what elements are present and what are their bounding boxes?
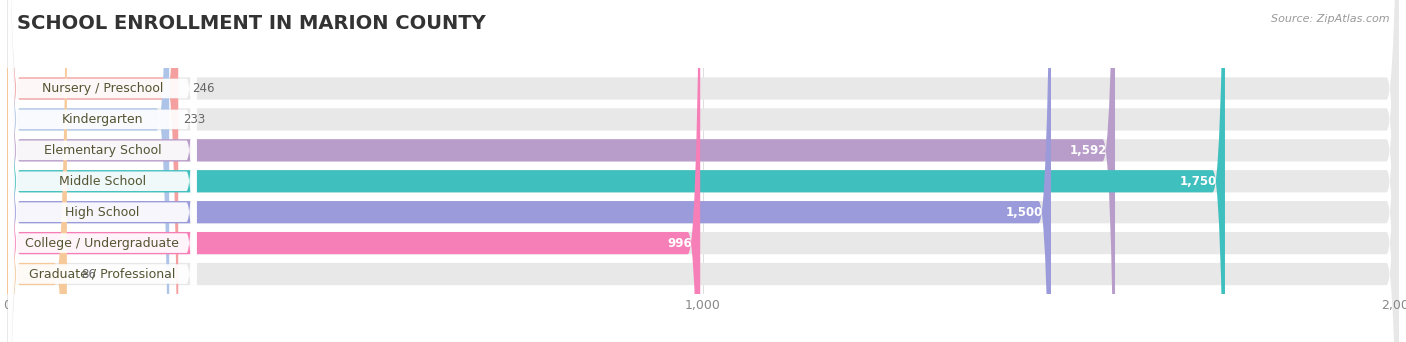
- Text: Kindergarten: Kindergarten: [62, 113, 143, 126]
- Text: Elementary School: Elementary School: [44, 144, 162, 157]
- FancyBboxPatch shape: [7, 0, 1399, 342]
- FancyBboxPatch shape: [8, 0, 197, 342]
- FancyBboxPatch shape: [7, 0, 1399, 342]
- Text: 246: 246: [193, 82, 215, 95]
- Text: Nursery / Preschool: Nursery / Preschool: [42, 82, 163, 95]
- Text: 86: 86: [80, 267, 96, 280]
- FancyBboxPatch shape: [8, 0, 197, 342]
- Text: 1,592: 1,592: [1070, 144, 1107, 157]
- Text: College / Undergraduate: College / Undergraduate: [25, 237, 180, 250]
- FancyBboxPatch shape: [7, 0, 1399, 342]
- FancyBboxPatch shape: [8, 0, 197, 342]
- FancyBboxPatch shape: [7, 0, 1399, 342]
- FancyBboxPatch shape: [8, 0, 197, 342]
- FancyBboxPatch shape: [8, 0, 197, 342]
- Text: Source: ZipAtlas.com: Source: ZipAtlas.com: [1271, 14, 1389, 24]
- FancyBboxPatch shape: [7, 0, 1399, 342]
- Text: High School: High School: [65, 206, 139, 219]
- Text: Graduate / Professional: Graduate / Professional: [30, 267, 176, 280]
- Text: 1,750: 1,750: [1180, 175, 1216, 188]
- Text: 1,500: 1,500: [1005, 206, 1043, 219]
- FancyBboxPatch shape: [7, 0, 169, 342]
- FancyBboxPatch shape: [7, 0, 1225, 342]
- Text: SCHOOL ENROLLMENT IN MARION COUNTY: SCHOOL ENROLLMENT IN MARION COUNTY: [17, 14, 485, 33]
- FancyBboxPatch shape: [7, 0, 700, 342]
- Text: 996: 996: [666, 237, 692, 250]
- FancyBboxPatch shape: [7, 0, 1399, 342]
- FancyBboxPatch shape: [7, 0, 67, 342]
- FancyBboxPatch shape: [7, 0, 1399, 342]
- FancyBboxPatch shape: [8, 0, 197, 342]
- Text: 233: 233: [183, 113, 205, 126]
- FancyBboxPatch shape: [7, 0, 1052, 342]
- FancyBboxPatch shape: [8, 0, 197, 342]
- FancyBboxPatch shape: [7, 0, 179, 342]
- FancyBboxPatch shape: [7, 0, 1115, 342]
- Text: Middle School: Middle School: [59, 175, 146, 188]
